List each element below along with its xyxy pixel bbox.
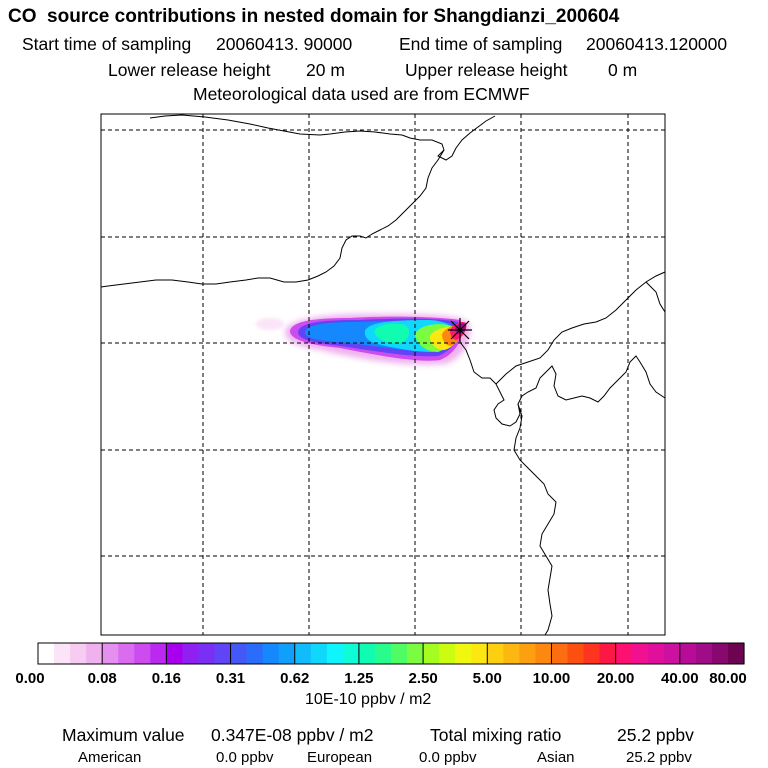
colorbar-cell xyxy=(150,643,167,664)
colorbar-cell xyxy=(407,643,424,664)
colorbar-cell xyxy=(342,643,360,664)
region-european-value: 0.0 ppbv xyxy=(419,749,477,766)
colorbar-cell xyxy=(310,643,328,664)
colorbar-cell xyxy=(551,643,569,664)
plume-outer-tail xyxy=(256,318,284,330)
met-data-note: Meteorological data used are from ECMWF xyxy=(193,84,530,104)
colorbar-cell xyxy=(166,643,184,664)
colorbar-cell xyxy=(535,643,553,664)
colorbar-cell xyxy=(102,643,119,664)
colorbar-cell xyxy=(374,643,392,664)
colorbar-cell xyxy=(503,643,520,664)
colorbar-tick-label: 1.25 xyxy=(344,670,374,687)
upper-release-value: 0 m xyxy=(608,60,638,80)
coast-bohai xyxy=(459,341,666,427)
total-mixing-value: 25.2 ppbv xyxy=(617,725,694,745)
colorbar-cell xyxy=(599,643,617,664)
max-value: 0.347E-08 ppbv / m2 xyxy=(211,725,374,745)
colorbar-tick-label: 10.00 xyxy=(532,670,571,687)
colorbar-cell xyxy=(439,643,456,664)
colorbar-cell xyxy=(711,643,729,664)
colorbar-frame xyxy=(37,642,745,665)
colorbar-tick-label: 80.00 xyxy=(709,670,747,687)
coast-liaodong xyxy=(495,271,666,385)
colorbar-cell xyxy=(358,643,376,664)
colorbar-cell xyxy=(567,643,585,664)
coastlines xyxy=(100,114,666,636)
plot-title: CO source contributions in nested domain… xyxy=(8,6,620,27)
colorbar-cell xyxy=(727,643,745,664)
colorbar-unit: 10E-10 ppbv / m2 xyxy=(305,691,432,708)
colorbar-cell xyxy=(423,643,440,664)
region-american-label: American xyxy=(78,749,142,766)
colorbar-cell xyxy=(391,643,408,664)
map-frame xyxy=(100,113,666,636)
colorbar-dividers xyxy=(101,643,681,664)
colorbar-cell xyxy=(86,643,103,664)
colorbar-tick-label: 20.00 xyxy=(596,670,635,687)
colorbar-cell xyxy=(230,643,248,664)
border-northeast xyxy=(401,115,496,161)
colorbar-cell xyxy=(663,643,681,664)
colorbar-cell xyxy=(647,643,665,664)
lower-release-label: Lower release height xyxy=(108,60,271,80)
region-asian-label: Asian xyxy=(537,749,575,766)
colorbar-tick-label: 40.00 xyxy=(661,670,699,687)
region-american-value: 0.0 ppbv xyxy=(216,749,274,766)
colorbar-cell xyxy=(455,643,472,664)
colorbar-tick-label: 5.00 xyxy=(472,670,502,687)
lower-release-value: 20 m xyxy=(306,60,345,80)
coast-east xyxy=(513,403,557,636)
colorbar-cell xyxy=(118,643,135,664)
start-time-label: Start time of sampling xyxy=(22,34,192,54)
colorbar-tick-label: 0.62 xyxy=(280,670,310,687)
colorbar-tick-label: 0.08 xyxy=(87,670,117,687)
receptor-marker-icon xyxy=(448,318,472,342)
colorbar-cell xyxy=(70,643,87,664)
colorbar-cell xyxy=(583,643,601,664)
border-west xyxy=(100,149,445,288)
coast-korea xyxy=(645,281,666,313)
colorbar-cell xyxy=(471,643,488,664)
colorbar-tick-label: 0.16 xyxy=(151,670,181,687)
colorbar-cell xyxy=(38,643,55,664)
colorbar-cells xyxy=(38,643,745,664)
plume-green-core-west xyxy=(374,323,410,344)
colorbar-cell xyxy=(294,643,312,664)
colorbar-cell xyxy=(198,643,216,664)
upper-release-label: Upper release height xyxy=(405,60,568,80)
colorbar-cell xyxy=(278,643,296,664)
border-north xyxy=(149,114,403,136)
colorbar-cell xyxy=(326,643,344,664)
colorbar-cell xyxy=(262,643,280,664)
colorbar-cell xyxy=(134,643,151,664)
colorbar-cell xyxy=(182,643,200,664)
colorbar-cell xyxy=(519,643,537,664)
colorbar-cell xyxy=(54,643,71,664)
total-mixing-label: Total mixing ratio xyxy=(430,725,562,745)
colorbar-cell xyxy=(487,643,504,664)
colorbar-cell xyxy=(631,643,649,664)
colorbar-tick-label: 2.50 xyxy=(408,670,438,687)
max-value-label: Maximum value xyxy=(62,725,185,745)
colorbar-tick-label: 0.31 xyxy=(215,670,246,687)
colorbar-cell xyxy=(679,643,697,664)
colorbar-cell xyxy=(246,643,264,664)
end-time-label: End time of sampling xyxy=(399,34,563,54)
colorbar-cell xyxy=(615,643,633,664)
region-european-label: European xyxy=(307,749,373,766)
start-time-value: 20060413. 90000 xyxy=(216,34,353,54)
colorbar-cell xyxy=(214,643,232,664)
region-asian-value: 25.2 ppbv xyxy=(626,749,692,766)
colorbar-cell xyxy=(695,643,713,664)
end-time-value: 20060413.120000 xyxy=(586,34,728,54)
lat-lon-grid xyxy=(101,114,665,635)
colorbar-tick-label: 0.00 xyxy=(15,670,45,687)
